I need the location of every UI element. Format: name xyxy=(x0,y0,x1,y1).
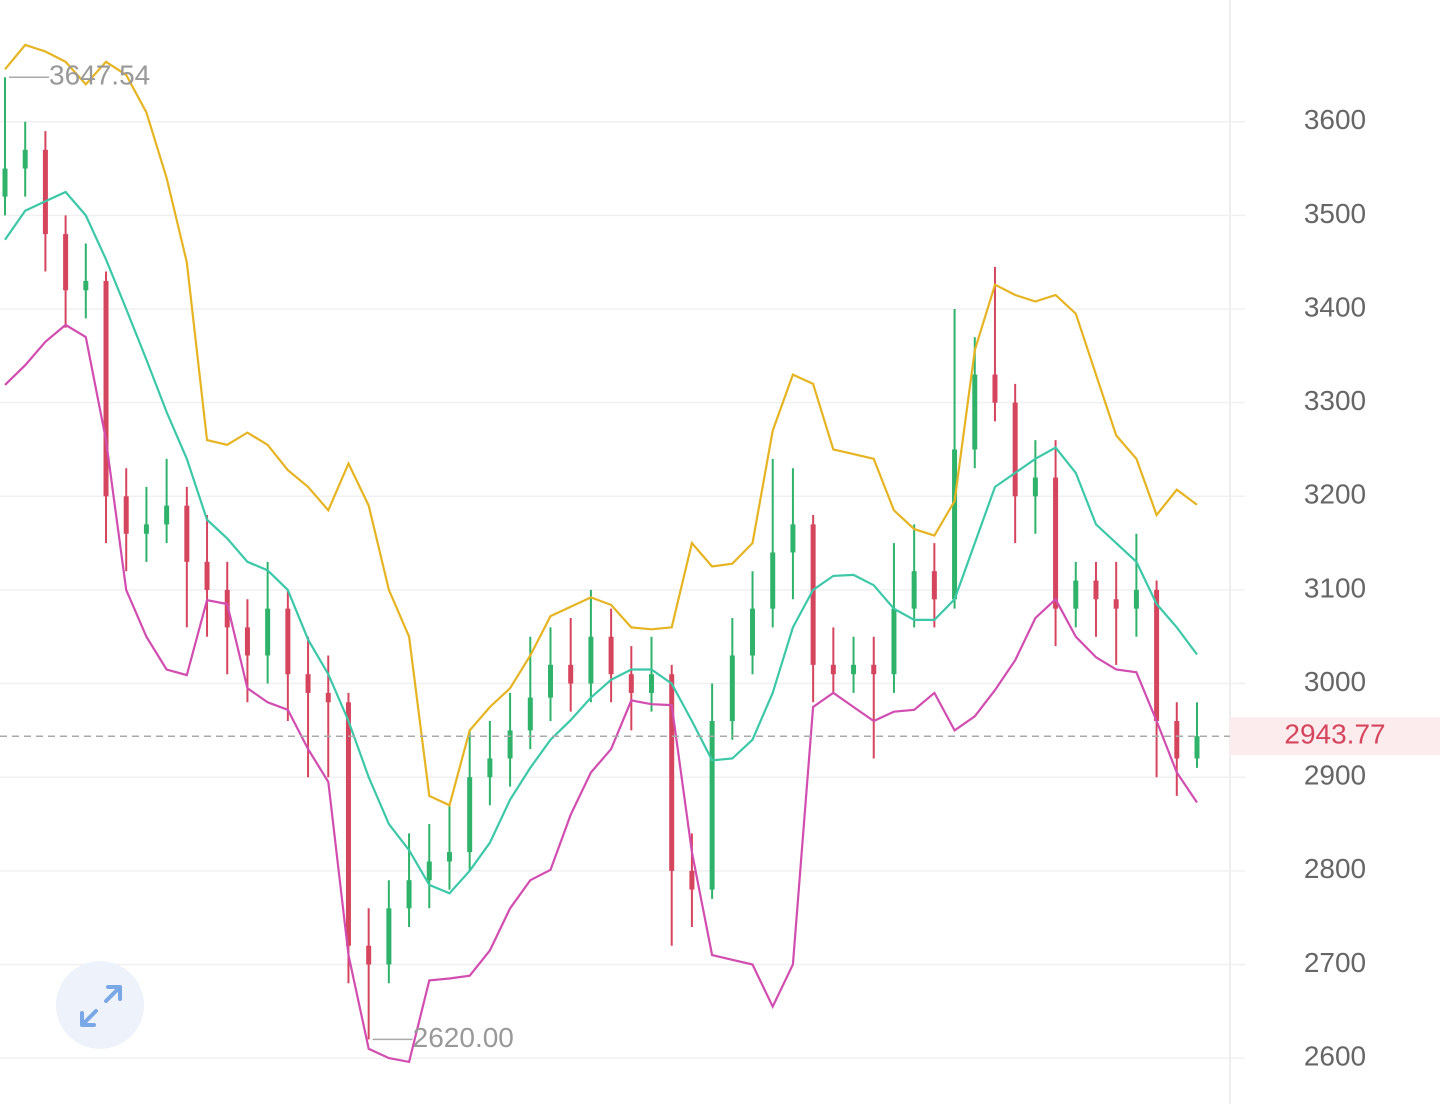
candle-body xyxy=(1133,589,1139,609)
last-price-label: 2943.77 xyxy=(1284,719,1385,750)
candle-body xyxy=(527,697,533,731)
candle-body xyxy=(1032,477,1038,497)
candle-body xyxy=(770,552,776,609)
y-tick-label: 3500 xyxy=(1304,198,1366,229)
candle-body xyxy=(507,730,513,759)
candle-body xyxy=(386,908,392,965)
candle-body xyxy=(972,374,978,450)
candle-body xyxy=(1012,402,1018,497)
candle-body xyxy=(42,149,48,235)
annotation-label: 2620.00 xyxy=(413,1022,514,1053)
expand-icon[interactable] xyxy=(80,985,122,1027)
candle-body xyxy=(1093,580,1099,600)
candle-body xyxy=(992,374,998,403)
candle-body xyxy=(1073,580,1079,609)
candle-body xyxy=(406,880,412,909)
candle-body xyxy=(851,664,857,675)
candle-body xyxy=(103,280,109,497)
candle-body xyxy=(325,692,331,703)
y-tick-label: 3000 xyxy=(1304,666,1366,697)
candle-body xyxy=(1053,477,1059,609)
y-tick-label: 2600 xyxy=(1304,1041,1366,1072)
candle-body xyxy=(143,524,149,534)
candle-body xyxy=(547,664,553,698)
y-tick-label: 2700 xyxy=(1304,947,1366,978)
candle-body xyxy=(426,861,432,881)
candle-body xyxy=(1194,736,1200,759)
candle-body xyxy=(729,655,735,722)
candle-body xyxy=(810,524,816,665)
candle-body xyxy=(649,674,655,693)
band-line xyxy=(4,190,1198,895)
candle-body xyxy=(891,608,897,675)
candle-body xyxy=(2,168,8,197)
candle-body xyxy=(345,702,351,946)
candle-body xyxy=(952,449,958,600)
candle-body xyxy=(608,636,614,675)
last-price-badge xyxy=(1230,717,1440,756)
candle-body xyxy=(487,758,493,778)
candle-body xyxy=(750,608,756,656)
band-line xyxy=(4,43,1198,807)
candle-body xyxy=(123,496,129,534)
y-tick-label: 3200 xyxy=(1304,479,1366,510)
y-tick-label: 3600 xyxy=(1304,104,1366,135)
candle-body xyxy=(265,608,271,656)
candle-body xyxy=(931,571,937,600)
expand-button[interactable] xyxy=(56,961,144,1049)
candle-body xyxy=(911,571,917,609)
candle-body xyxy=(669,674,675,871)
candle-body xyxy=(164,505,170,525)
candle-body xyxy=(588,636,594,684)
candle-body xyxy=(871,664,877,675)
candle-body xyxy=(63,234,69,291)
y-tick-label: 3400 xyxy=(1304,291,1366,322)
candle-body xyxy=(83,280,89,291)
candle-body xyxy=(467,777,473,853)
y-tick-label: 3100 xyxy=(1304,572,1366,603)
annotation-label: 3647.54 xyxy=(49,60,150,91)
candle-body xyxy=(244,627,250,656)
candle-body xyxy=(709,721,715,890)
candle-body xyxy=(1154,589,1160,722)
candle-body xyxy=(1113,599,1119,609)
y-tick-label: 3300 xyxy=(1304,385,1366,416)
candle-body xyxy=(305,674,311,693)
candle-body xyxy=(446,852,452,862)
y-tick-label: 2800 xyxy=(1304,853,1366,884)
candle-body xyxy=(628,674,634,693)
expand-circle[interactable] xyxy=(56,961,144,1049)
candle-body xyxy=(184,505,190,562)
candle-body xyxy=(204,561,210,590)
candle-body xyxy=(689,870,695,890)
y-tick-label: 2900 xyxy=(1304,760,1366,791)
band-line xyxy=(4,323,1198,1064)
candle-body xyxy=(366,945,372,965)
candle-body xyxy=(790,524,796,553)
candle-body xyxy=(830,664,836,675)
candle-body xyxy=(22,149,28,169)
candle-body xyxy=(285,608,291,675)
candle-body xyxy=(1174,721,1180,759)
candle-body xyxy=(568,664,574,684)
